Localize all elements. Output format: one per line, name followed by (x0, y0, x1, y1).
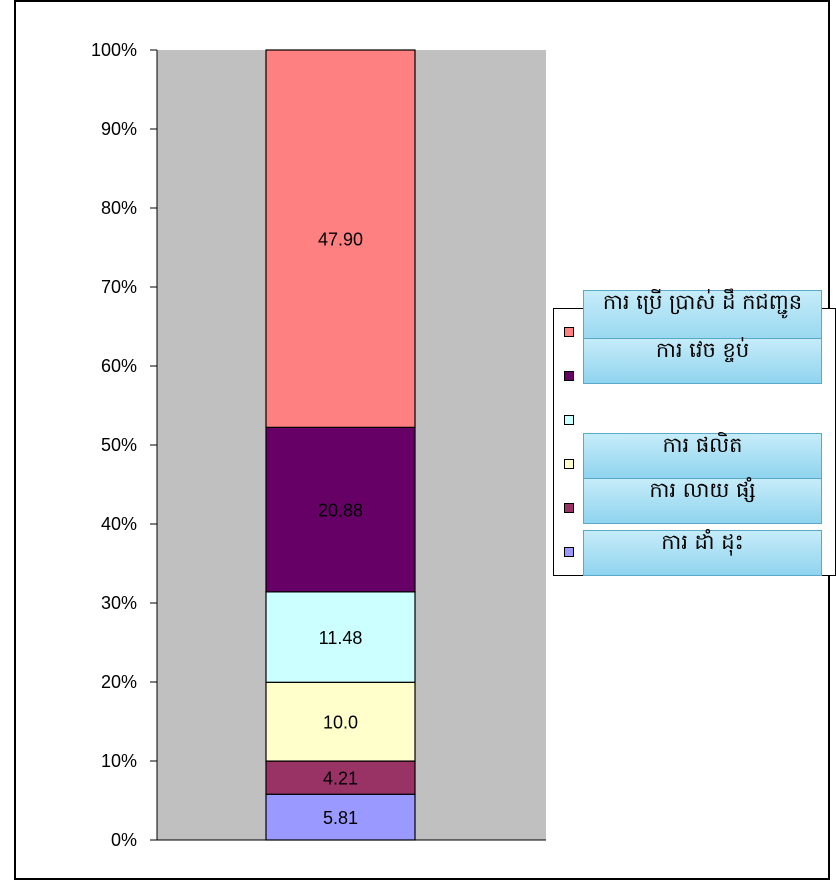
legend-swatch-packaging (564, 415, 574, 425)
y-tick-label: 40% (101, 514, 137, 534)
y-tick-label: 70% (101, 277, 137, 297)
bar-segment-3 (265, 591, 416, 683)
bar-segment-5 (265, 49, 416, 428)
data-label-5: 47.90 (318, 230, 363, 250)
y-tick-label: 60% (101, 356, 137, 376)
bar-segment-1 (265, 760, 416, 795)
data-label-2: 10.0 (323, 713, 358, 733)
legend-label-planting: ការ ដាំ ដុះ (583, 530, 822, 576)
y-tick-label: 80% (101, 198, 137, 218)
y-tick-label: 100% (91, 40, 137, 60)
legend-label-mixing: ការ លាយ ផ្សំ (583, 478, 822, 524)
y-tick-label: 10% (101, 751, 137, 771)
data-label-3: 11.48 (319, 628, 363, 648)
legend-swatch-transport (564, 327, 574, 337)
legend-swatch-purple (564, 371, 574, 381)
bar-segment-4 (265, 426, 416, 593)
legend-label-production: ការ ផលិត (583, 433, 822, 479)
data-label-0: 5.81 (323, 808, 358, 828)
bar-segment-0 (265, 793, 416, 841)
legend-swatch-mixing (564, 503, 574, 513)
y-tick-label: 20% (101, 672, 137, 692)
legend-swatch-planting (564, 547, 574, 557)
y-tick-label: 30% (101, 593, 137, 613)
legend-label-packaging: ការ វេច ខ្ចប់ (583, 338, 822, 384)
legend-swatch-production (564, 459, 574, 469)
data-label-1: 4.21 (323, 769, 358, 789)
y-tick-label: 90% (101, 119, 137, 139)
y-tick-label: 50% (101, 435, 137, 455)
y-tick-label: 0% (111, 830, 137, 850)
data-label-4: 20.88 (318, 501, 363, 521)
bar-segment-2 (265, 681, 416, 762)
